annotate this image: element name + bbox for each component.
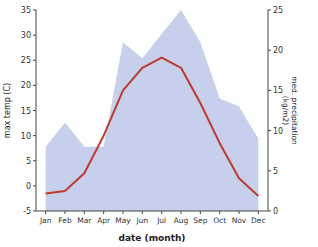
y-tick-label: -5 (23, 207, 31, 216)
x-tick-label: Jul (156, 216, 166, 225)
chart: -5 0 5 10 15 20 25 30 35 0 5 10 15 20 25 Jan Feb Mar Apr Ma… (0, 0, 318, 247)
y2-axis-label: med. precipitation(kg/m2) (281, 76, 299, 145)
y2-tick-label: 0 (273, 207, 278, 216)
plot-area (46, 10, 259, 211)
x-tick (84, 211, 85, 214)
y-tick-label: 10 (21, 132, 31, 141)
temperature-line (46, 58, 259, 196)
y-tick-label: 25 (21, 56, 31, 65)
y2-tick-label: 15 (273, 86, 283, 95)
y-tick (33, 10, 36, 11)
y-tick (33, 160, 36, 161)
x-tick-label: Dec (251, 216, 266, 225)
x-tick (142, 211, 143, 214)
x-tick-label: Mar (77, 216, 92, 225)
x-tick (161, 211, 162, 214)
x-tick-label: Apr (97, 216, 111, 225)
y-tick-label: 20 (21, 81, 31, 90)
x-tick (181, 211, 182, 214)
y2-tick (268, 50, 271, 51)
y-tick (33, 185, 36, 186)
x-tick (219, 211, 220, 214)
y2-axis-line (268, 10, 269, 211)
y2-tick-label: 20 (273, 46, 283, 55)
y2-tick (268, 211, 271, 212)
x-tick (123, 211, 124, 214)
y2-tick (268, 90, 271, 91)
x-axis-label: date (month) (119, 233, 186, 243)
y-tick (33, 211, 36, 212)
y-tick (33, 135, 36, 136)
x-tick (65, 211, 66, 214)
y-tick-label: 35 (21, 6, 31, 15)
y-tick-label: 15 (21, 107, 31, 116)
x-tick (239, 211, 240, 214)
x-tick-label: Jun (135, 216, 148, 225)
y2-tick-label: 10 (273, 127, 283, 136)
y2-tick (268, 130, 271, 131)
x-tick-label: Oct (213, 216, 226, 225)
x-tick-label: Aug (174, 216, 189, 225)
x-tick-label: Feb (58, 216, 72, 225)
x-axis-line (36, 211, 268, 212)
y-tick-label: 30 (21, 31, 31, 40)
x-tick-label: May (115, 216, 131, 225)
y-tick (33, 110, 36, 111)
y2-tick (268, 170, 271, 171)
y-tick-label: 5 (26, 157, 31, 166)
y-tick (33, 85, 36, 86)
y-tick-label: 0 (26, 182, 31, 191)
y-axis-label: max temp (C) (3, 83, 12, 138)
y-tick (33, 60, 36, 61)
y2-axis-label-line: (kg/m2) (281, 96, 290, 126)
x-tick (103, 211, 104, 214)
x-tick (200, 211, 201, 214)
x-tick-label: Nov (232, 216, 247, 225)
y2-tick (268, 10, 271, 11)
x-tick-label: Sep (193, 216, 207, 225)
x-tick (258, 211, 259, 214)
y-tick (33, 35, 36, 36)
precipitation-area (46, 10, 259, 211)
y2-tick-label: 5 (273, 167, 278, 176)
x-tick (45, 211, 46, 214)
y2-tick-label: 25 (273, 6, 283, 15)
axes: -5 0 5 10 15 20 25 30 35 0 5 10 15 20 25 Jan Feb Mar Apr Ma… (21, 6, 283, 225)
y2-axis-label-line: med. precipitation (290, 76, 299, 145)
x-tick-label: Jan (39, 216, 52, 225)
background (0, 0, 318, 247)
